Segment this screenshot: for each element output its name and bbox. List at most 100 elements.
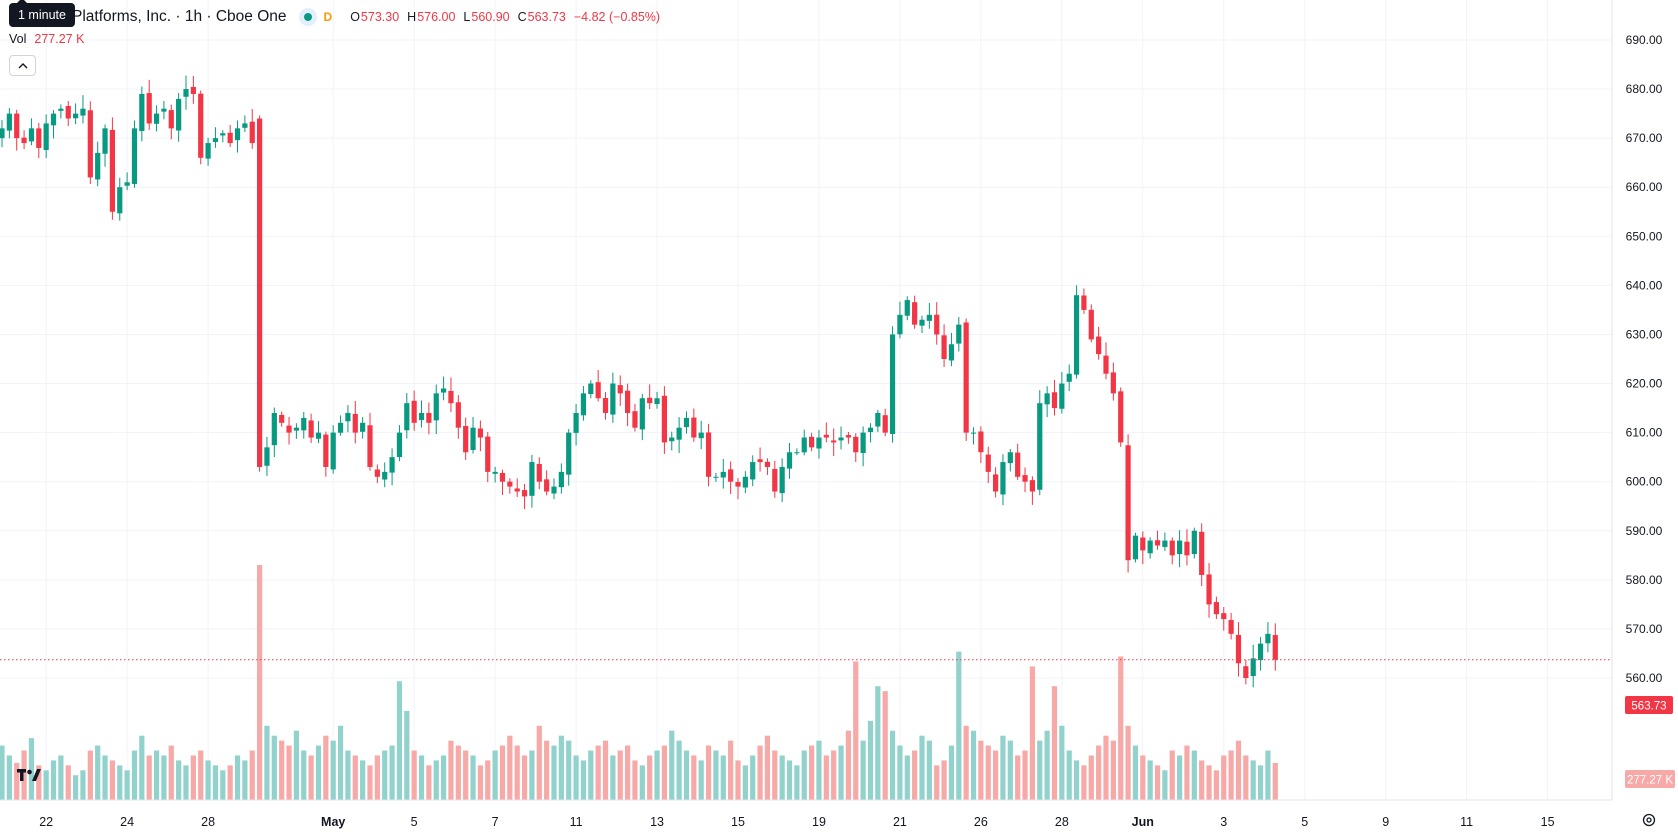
volume-bar <box>36 765 42 800</box>
volume-bar <box>176 760 182 800</box>
candle-body <box>220 133 226 136</box>
candle-body <box>95 152 101 180</box>
interval-tooltip: 1 minute <box>9 0 75 27</box>
candle-body <box>978 431 984 453</box>
candle-body <box>1110 372 1116 394</box>
date-tick-label: 19 <box>812 815 826 829</box>
candle-body <box>1272 635 1278 660</box>
volume-bar <box>683 750 690 800</box>
candle-body <box>124 182 130 186</box>
gear-icon[interactable] <box>1641 812 1657 828</box>
candle-body <box>602 398 609 413</box>
symbol-title[interactable]: Platforms, Inc. · 1h · Cboe One <box>72 8 287 25</box>
volume-bar <box>595 745 601 800</box>
volume-bar <box>1110 740 1116 800</box>
candle-body <box>647 397 653 404</box>
volume-bar <box>882 691 888 800</box>
candle-body <box>448 390 454 404</box>
price-tick-label: 690.00 <box>1626 33 1663 47</box>
candle-body <box>271 412 277 446</box>
date-tick-label: 28 <box>1055 815 1069 829</box>
volume-bar <box>418 755 425 800</box>
volume-bar <box>1066 750 1072 800</box>
delayed-flag[interactable]: D <box>323 10 333 24</box>
candle-body <box>1250 658 1256 677</box>
volume-bar <box>1162 770 1168 800</box>
volume-bar <box>912 750 918 800</box>
candle-body <box>713 476 719 478</box>
candle-body <box>831 440 837 443</box>
candle-body <box>455 402 461 428</box>
volume-bar <box>661 745 667 800</box>
volume-bar <box>757 745 763 800</box>
candle-body <box>617 385 623 394</box>
candle-body <box>249 121 255 144</box>
volume-bar <box>993 750 999 800</box>
volume-bar <box>1059 725 1065 800</box>
candle-body <box>1265 633 1271 644</box>
candle-body <box>176 98 182 131</box>
volume-bar <box>941 760 947 800</box>
price-tick-label: 560.00 <box>1626 671 1663 685</box>
date-tick-label: 21 <box>893 815 907 829</box>
candle-body <box>146 93 152 124</box>
volume-bar <box>448 740 454 800</box>
candle-body <box>867 427 874 433</box>
price-tick-label: 670.00 <box>1626 131 1663 145</box>
volume-bar <box>507 735 513 800</box>
candle-body <box>470 427 476 450</box>
volume-bar <box>544 740 550 800</box>
volume-bar <box>124 770 130 800</box>
volume-bar <box>279 740 285 800</box>
volume-bar <box>382 750 388 800</box>
candle-body <box>956 324 962 344</box>
candle-body <box>993 474 999 492</box>
candle-body <box>1007 452 1013 464</box>
market-status-pill[interactable] <box>298 8 317 26</box>
date-tick-label: 28 <box>201 815 215 829</box>
candle-body <box>367 425 373 467</box>
volume-bar <box>404 710 410 800</box>
volume-bar <box>499 745 506 800</box>
candle-body <box>772 468 778 492</box>
date-tick-label: 22 <box>39 815 53 829</box>
volume-bar <box>315 745 322 800</box>
volume-bar <box>58 755 64 800</box>
volume-bar <box>1007 740 1013 800</box>
candle-body <box>897 314 903 335</box>
candle-body <box>293 427 299 431</box>
date-tick-label: 11 <box>1460 815 1473 829</box>
volume-bar <box>153 750 160 800</box>
volume-bar <box>573 755 579 800</box>
candle-body <box>580 393 587 416</box>
collapse-legend-button[interactable] <box>9 55 36 76</box>
volume-label[interactable]: Vol <box>9 32 27 46</box>
volume-bar <box>1243 755 1249 800</box>
volume-bar <box>978 740 984 800</box>
candle-body <box>441 388 447 393</box>
volume-bar <box>934 765 940 800</box>
volume-bar <box>794 765 800 800</box>
volume-bar <box>271 735 277 800</box>
volume-bar <box>720 755 726 800</box>
candle-body <box>801 437 807 453</box>
tradingview-logo-icon[interactable] <box>14 764 44 786</box>
candle-body <box>1015 452 1021 477</box>
chevron-up-icon <box>18 62 27 68</box>
candle-body <box>80 108 86 116</box>
volume-bar <box>1000 735 1006 800</box>
volume-bar <box>301 750 307 800</box>
candle-body <box>352 413 358 433</box>
candle-body <box>323 434 329 467</box>
candle-body <box>1037 403 1043 490</box>
candle-body <box>308 420 314 438</box>
candle-body <box>153 113 160 124</box>
candle-body <box>374 469 380 477</box>
candle-body <box>345 412 351 422</box>
candle-body <box>853 436 859 453</box>
volume-bar <box>514 745 520 800</box>
candle-body <box>492 471 498 474</box>
last-volume-label: 277.27 K <box>1625 770 1675 788</box>
volume-bar <box>860 740 866 800</box>
